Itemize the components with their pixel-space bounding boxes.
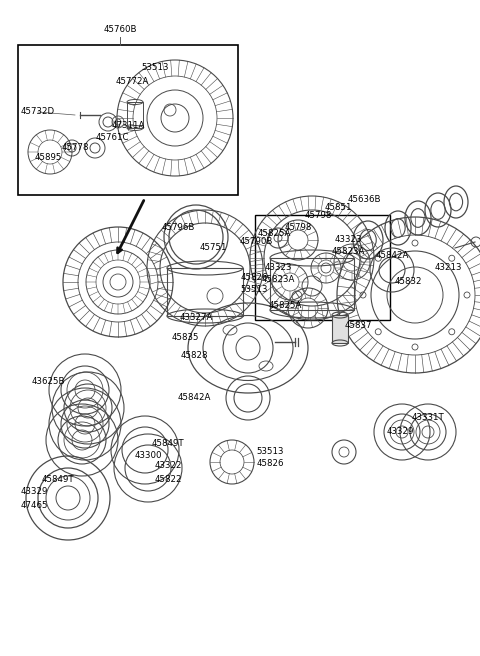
Text: 45772A: 45772A <box>115 77 149 87</box>
Text: 45790B: 45790B <box>240 237 273 247</box>
Text: 43213: 43213 <box>434 264 462 272</box>
Text: 43329: 43329 <box>386 428 414 436</box>
Text: 47311A: 47311A <box>111 121 144 129</box>
Text: 53513: 53513 <box>256 447 284 457</box>
Text: 45842A: 45842A <box>177 394 211 403</box>
Bar <box>332 315 348 343</box>
Text: 45835: 45835 <box>171 333 199 342</box>
Text: 45823A: 45823A <box>331 247 365 256</box>
Text: 45849T: 45849T <box>152 438 184 447</box>
Text: 45822: 45822 <box>154 474 182 483</box>
Text: 45828: 45828 <box>180 350 208 359</box>
Text: 45760B: 45760B <box>103 26 137 35</box>
Text: 45826: 45826 <box>256 459 284 468</box>
Bar <box>18 45 238 195</box>
Text: 45826: 45826 <box>240 274 268 283</box>
Text: 53513: 53513 <box>240 285 268 295</box>
Text: 43625B: 43625B <box>31 377 65 386</box>
Bar <box>167 268 243 316</box>
Text: 45761C: 45761C <box>95 134 129 142</box>
Text: 43329: 43329 <box>20 487 48 497</box>
Text: 45796B: 45796B <box>161 224 195 232</box>
Text: 43300: 43300 <box>134 451 162 461</box>
Bar <box>270 258 354 310</box>
Text: 47465: 47465 <box>20 501 48 510</box>
Text: 45837: 45837 <box>344 321 372 329</box>
Text: 45851: 45851 <box>324 203 352 213</box>
Text: 43327A: 43327A <box>180 314 213 323</box>
Text: 45636B: 45636B <box>347 194 381 203</box>
Text: 45751: 45751 <box>199 243 227 253</box>
Text: 53513: 53513 <box>141 64 169 73</box>
Text: 45778: 45778 <box>61 144 89 152</box>
Text: 43331T: 43331T <box>412 413 444 422</box>
Text: 45849T: 45849T <box>42 476 74 485</box>
Text: 45798: 45798 <box>304 211 332 220</box>
Text: 45825A: 45825A <box>257 230 291 239</box>
Text: 45895: 45895 <box>34 154 62 163</box>
Text: 43323: 43323 <box>264 264 292 272</box>
Text: 45798: 45798 <box>284 224 312 232</box>
Text: 45732D: 45732D <box>21 108 55 117</box>
Text: 45832: 45832 <box>394 277 422 287</box>
Bar <box>127 102 143 128</box>
Bar <box>255 215 390 320</box>
Text: 43323: 43323 <box>334 236 362 245</box>
Text: 43322: 43322 <box>154 462 182 470</box>
Text: 45842A: 45842A <box>375 251 408 260</box>
Text: 45825A: 45825A <box>268 300 302 310</box>
Text: 45823A: 45823A <box>261 276 295 285</box>
